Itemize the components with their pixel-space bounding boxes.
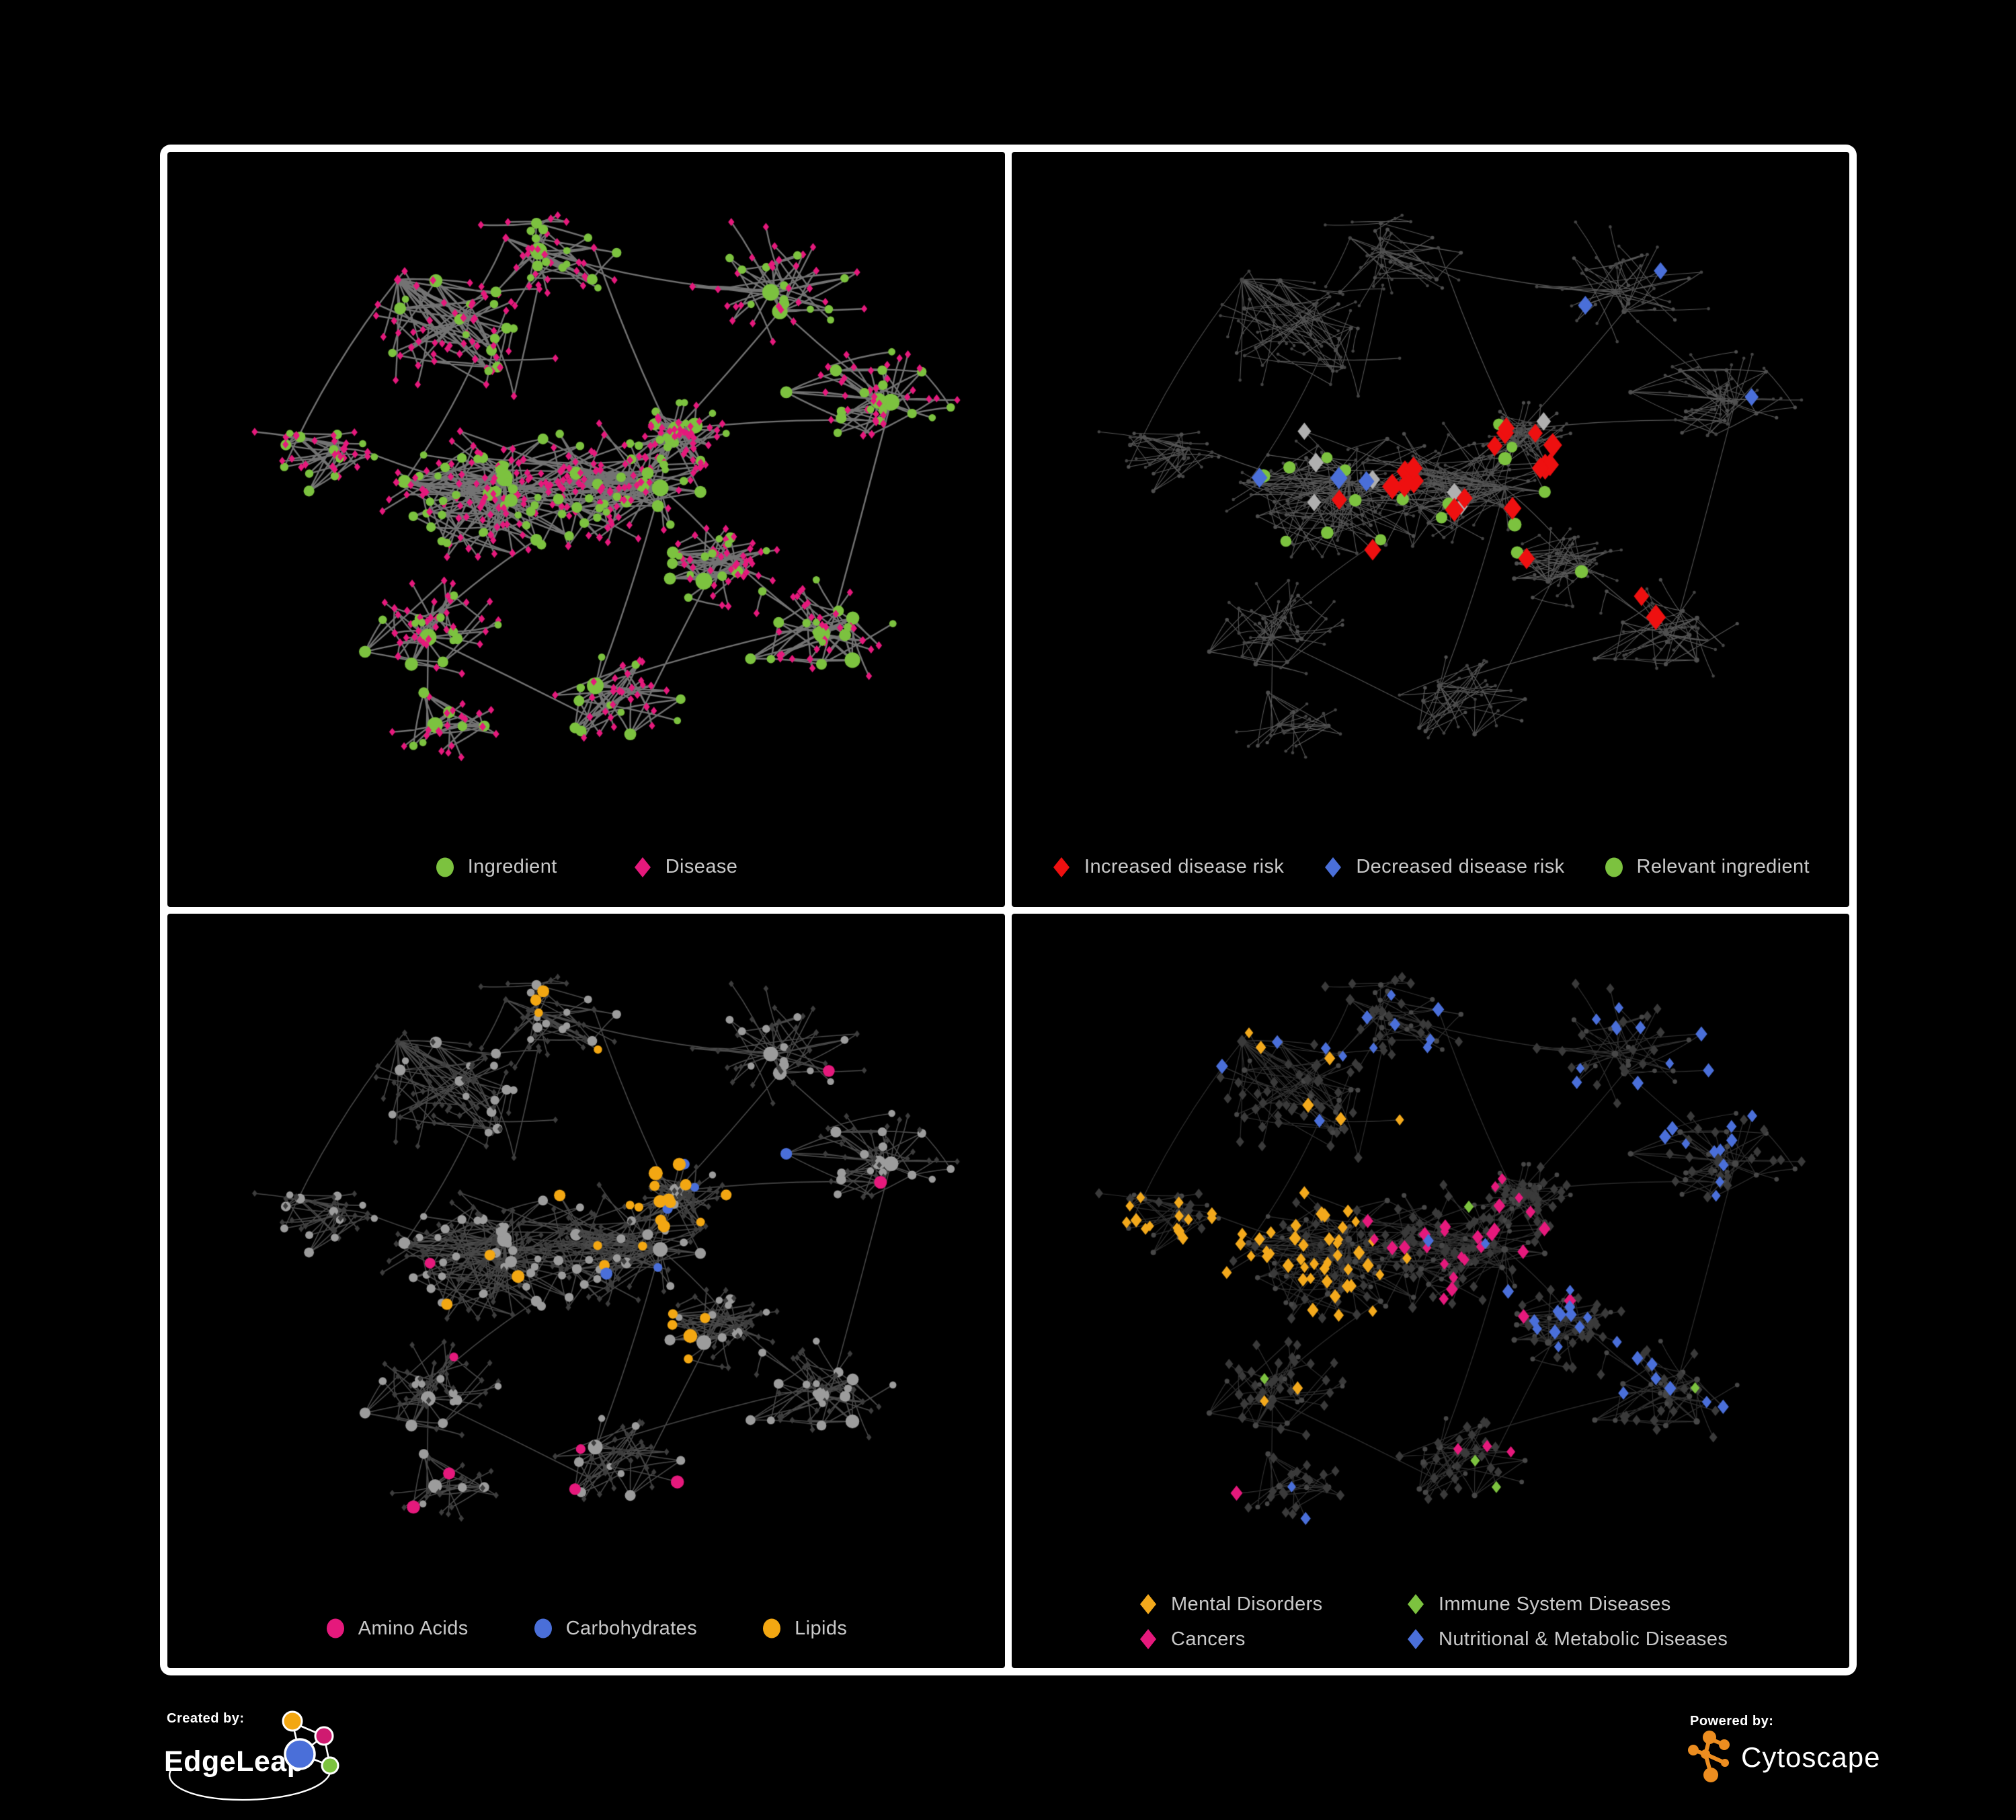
legend-item: Disease xyxy=(633,856,738,879)
edgeleap-swoosh-icon xyxy=(169,1767,332,1801)
legend-label: Nutritional & Metabolic Diseases xyxy=(1439,1628,1728,1650)
circle-marker-icon xyxy=(763,1618,781,1638)
figure-grid: Ingredient Disease Increased disease risk… xyxy=(160,145,1857,1675)
legend-label: Cancers xyxy=(1171,1628,1246,1650)
legend-nutrient-classes: Amino Acids Carbohydrates Lipids xyxy=(167,1617,1005,1640)
legend-item: Relevant ingredient xyxy=(1604,856,1810,879)
legend-item: Mental Disorders xyxy=(1138,1593,1323,1616)
legend-item: Decreased disease risk xyxy=(1323,856,1564,879)
circle-marker-icon xyxy=(1605,857,1623,877)
diamond-marker-icon xyxy=(1408,1594,1424,1614)
network-canvas-nutrient-classes xyxy=(167,913,1005,1668)
legend-item: Nutritional & Metabolic Diseases xyxy=(1406,1628,1728,1651)
legend-label: Decreased disease risk xyxy=(1356,856,1565,877)
circle-marker-icon xyxy=(436,857,454,877)
circle-marker-icon xyxy=(326,1618,344,1638)
diamond-marker-icon xyxy=(1408,1629,1424,1649)
legend-item: Cancers xyxy=(1138,1628,1246,1651)
circle-marker-icon xyxy=(534,1618,552,1638)
legend-item: Increased disease risk xyxy=(1051,856,1284,879)
legend-item: Amino Acids xyxy=(325,1617,469,1640)
legend-label: Ingredient xyxy=(467,856,557,877)
panel-disease-categories: Mental Disorders Immune System Diseases Ca… xyxy=(1012,913,1849,1668)
legend-label: Relevant ingredient xyxy=(1636,856,1810,877)
powered-by-label: Powered by: xyxy=(1690,1714,1773,1729)
edgeleap-credit: Created by: EdgeLeap xyxy=(159,1702,387,1820)
network-canvas-ingredient-disease xyxy=(167,152,1005,907)
panel-ingredient-disease: Ingredient Disease xyxy=(167,152,1005,907)
legend-item: Ingredient xyxy=(435,856,557,879)
legend-item: Lipids xyxy=(762,1617,847,1640)
legend-disease-risk: Increased disease risk Decreased disease … xyxy=(1012,856,1849,879)
cytoscape-logo-icon xyxy=(1688,1731,1730,1782)
edgeleap-brand: EdgeLeap xyxy=(164,1745,305,1778)
legend-label: Increased disease risk xyxy=(1084,856,1285,877)
legend-label: Disease xyxy=(665,856,738,877)
cytoscape-brand: Cytoscape xyxy=(1741,1741,1880,1773)
legend-item: Carbohydrates xyxy=(533,1617,697,1640)
diamond-marker-icon xyxy=(1140,1629,1156,1649)
legend-ingredient-disease: Ingredient Disease xyxy=(167,856,1005,879)
legend-label: Carbohydrates xyxy=(565,1617,698,1639)
legend-label: Immune System Diseases xyxy=(1439,1593,1671,1615)
diamond-marker-icon xyxy=(634,857,651,877)
panel-disease-risk: Increased disease risk Decreased disease … xyxy=(1012,152,1849,907)
edgeleap-logo-icon xyxy=(282,1710,339,1775)
diamond-marker-icon xyxy=(1140,1594,1156,1614)
diamond-marker-icon xyxy=(1325,857,1342,877)
cytoscape-credit: Powered by: Cytoscape xyxy=(1682,1708,1890,1795)
panel-nutrient-classes: Amino Acids Carbohydrates Lipids xyxy=(167,913,1005,1668)
legend-label: Lipids xyxy=(795,1617,848,1639)
created-by-label: Created by: xyxy=(167,1711,245,1726)
legend-label: Amino Acids xyxy=(358,1617,469,1639)
legend-disease-categories: Mental Disorders Immune System Diseases Ca… xyxy=(1138,1593,1728,1651)
network-canvas-disease-categories xyxy=(1012,913,1849,1668)
legend-item: Immune System Diseases xyxy=(1406,1593,1671,1616)
legend-label: Mental Disorders xyxy=(1171,1593,1323,1615)
network-canvas-disease-risk xyxy=(1012,152,1849,907)
diamond-marker-icon xyxy=(1053,857,1070,877)
